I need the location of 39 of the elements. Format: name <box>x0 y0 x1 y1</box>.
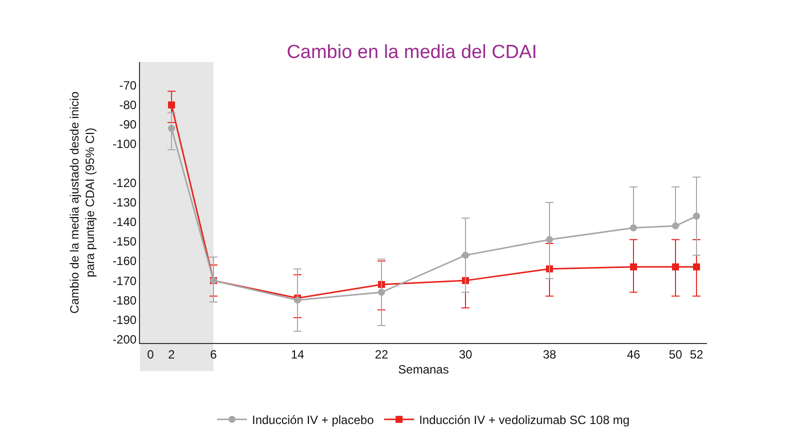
y-tick-label: -150 <box>112 234 137 249</box>
x-tick-label: 52 <box>690 347 704 362</box>
x-tick-label: 46 <box>626 347 640 362</box>
point <box>693 212 700 220</box>
y-tick-label: -130 <box>112 196 137 210</box>
y-tick-label: -200 <box>112 332 137 346</box>
x-tick-label: 2 <box>168 347 176 362</box>
y-tick-label: -120 <box>112 176 137 190</box>
x-tick-label: 14 <box>290 347 304 362</box>
x-tick-label: 38 <box>542 347 556 362</box>
x-tick-label: 6 <box>210 347 218 362</box>
y-tick-label: -90 <box>119 118 137 132</box>
x-axis-title: Semanas <box>398 362 449 376</box>
y-tick-label: -170 <box>112 274 137 288</box>
legend-label: Inducción IV + vedolizumab SC 108 mg <box>419 413 630 427</box>
y-tick-label: -140 <box>112 215 137 230</box>
point <box>546 236 553 244</box>
point <box>462 252 469 259</box>
point <box>672 263 679 270</box>
point <box>630 263 637 270</box>
x-tick-label: 22 <box>374 347 388 362</box>
y-tick-label: -160 <box>112 254 137 268</box>
y-tick-label: -80 <box>119 98 137 112</box>
x-tick-label: 0 <box>147 347 154 362</box>
y-tick-label: -70 <box>119 78 137 93</box>
x-tick-label: 30 <box>458 347 472 362</box>
point <box>378 288 385 296</box>
y-tick-label: -180 <box>112 293 137 308</box>
point <box>168 101 175 108</box>
point <box>672 222 679 230</box>
point <box>630 224 637 232</box>
point <box>168 124 175 132</box>
y-tick-label: -190 <box>112 312 137 327</box>
y-tick-label: -100 <box>112 137 137 152</box>
y-axis-title: Cambio de la media ajustado desde inicio para puntaje CDAI (95% CI) <box>67 91 97 314</box>
legend-label: Inducción IV + placebo <box>252 413 374 427</box>
x-tick-label: 50 <box>668 347 682 362</box>
chart-title: Cambio en la media del CDAI <box>286 42 537 63</box>
point <box>693 263 700 270</box>
